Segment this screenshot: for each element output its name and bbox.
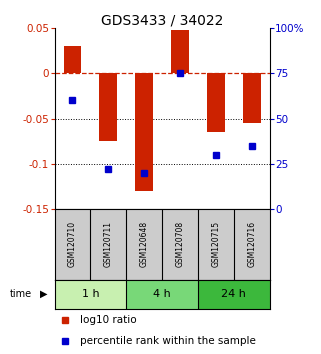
Text: ▶: ▶ xyxy=(40,289,48,299)
Bar xyxy=(126,280,198,309)
Text: GSM120648: GSM120648 xyxy=(140,221,149,267)
Text: GSM120715: GSM120715 xyxy=(211,221,221,267)
Title: GDS3433 / 34022: GDS3433 / 34022 xyxy=(101,13,223,27)
Text: GSM120716: GSM120716 xyxy=(247,221,256,267)
Text: log10 ratio: log10 ratio xyxy=(80,315,137,325)
Bar xyxy=(162,209,198,280)
Bar xyxy=(126,209,162,280)
Text: 24 h: 24 h xyxy=(221,289,246,299)
Bar xyxy=(234,209,270,280)
Bar xyxy=(243,73,261,123)
Bar xyxy=(91,209,126,280)
Bar xyxy=(64,46,82,73)
Bar xyxy=(171,30,189,73)
Bar xyxy=(198,209,234,280)
Bar xyxy=(55,209,91,280)
Text: GSM120710: GSM120710 xyxy=(68,221,77,267)
Bar xyxy=(100,73,117,141)
Text: 1 h: 1 h xyxy=(82,289,99,299)
Bar xyxy=(55,280,126,309)
Text: percentile rank within the sample: percentile rank within the sample xyxy=(80,336,256,346)
Text: GSM120708: GSM120708 xyxy=(176,221,185,267)
Bar xyxy=(207,73,225,132)
Text: GSM120711: GSM120711 xyxy=(104,221,113,267)
Text: time: time xyxy=(10,289,32,299)
Bar xyxy=(198,280,270,309)
Text: 4 h: 4 h xyxy=(153,289,171,299)
Bar xyxy=(135,73,153,191)
